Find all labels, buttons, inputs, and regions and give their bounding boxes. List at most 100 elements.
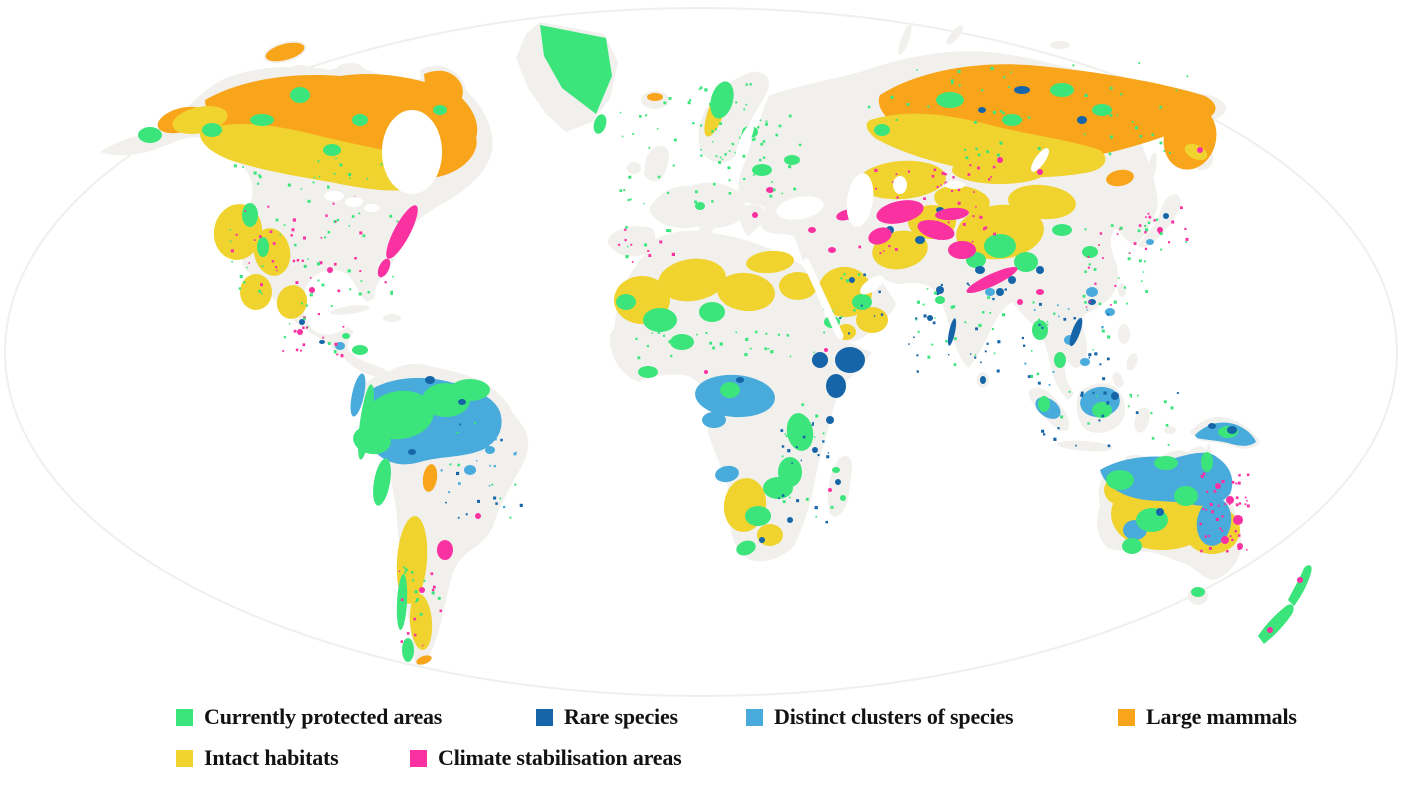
map-speckle [1067,308,1070,310]
rare-species-regions-shape [996,288,1004,296]
map-speckle [445,501,447,504]
map-speckle [1084,228,1087,231]
distinct-clusters-regions-shape [1196,498,1232,546]
map-speckle [1238,474,1241,477]
rare-species-regions-shape [759,537,765,543]
rare-species-regions-shape [1036,266,1044,274]
map-speckle [734,151,736,154]
map-speckle [1053,437,1057,441]
map-speckle [958,84,961,87]
map-speckle [974,354,977,356]
map-speckle [721,158,724,161]
map-speckle [1145,290,1149,293]
map-speckle [1234,530,1237,533]
intact-habitats-regions-shape [658,258,726,302]
protected-areas-regions-shape [433,105,447,115]
map-speckle [843,273,846,276]
protected-areas-regions-shape [616,294,636,310]
map-speckle [1046,320,1049,323]
map-speckle [1098,302,1102,305]
map-speckle [618,243,621,246]
map-speckle [1137,394,1139,397]
map-speckle [993,232,996,236]
map-speckle [1211,510,1214,514]
land-layer-shape [1164,426,1176,434]
map-speckle [772,188,776,192]
map-speckle [413,617,417,621]
protected-areas-regions-shape [670,334,694,350]
map-speckle [627,245,629,248]
map-speckle [1244,503,1247,506]
map-speckle [793,187,796,191]
map-speckle [1113,300,1117,304]
map-speckle [684,342,687,345]
protected-areas-regions-shape [1174,486,1198,506]
map-speckle [624,228,627,231]
map-speckle [801,403,804,406]
map-speckle [825,520,828,524]
map-speckle [233,164,237,168]
map-speckle [495,502,498,505]
map-speckle [348,225,351,227]
map-speckle [312,181,315,184]
climate-stabilisation-regions-shape [766,187,774,193]
map-speckle [475,460,478,462]
climate-stabilisation-regions-shape [1267,627,1273,633]
map-speckle [964,321,967,324]
water-holes-shape [364,204,380,212]
map-speckle [798,143,802,147]
climate-stabilisation-regions-shape [917,220,955,240]
map-speckle [1098,419,1101,422]
map-speckle [324,236,327,239]
climate-stabilisation-regions-shape [386,205,418,259]
map-speckle [259,175,262,179]
map-speckle [1235,503,1239,507]
map-speckle [253,171,257,175]
map-speckle [689,99,692,102]
climate-stabilisation-regions-shape [704,370,708,374]
land-layer-shape [1112,372,1124,388]
map-speckle [403,566,406,569]
map-speckle [397,228,400,231]
map-speckle [303,236,306,240]
map-speckle [239,275,243,279]
map-speckle [1224,503,1227,506]
map-speckle [800,459,802,462]
map-speckle [785,434,788,437]
map-speckle [261,265,264,268]
map-speckle [259,235,262,238]
map-speckle [962,223,966,226]
protected-areas-regions-shape [1122,538,1142,554]
rare-species-regions-shape [826,416,834,424]
map-speckle [1002,111,1005,115]
map-speckle [1199,522,1202,526]
map-speckle [276,269,278,272]
map-speckle [791,462,793,464]
map-speckle [431,591,435,595]
land-layer-shape [698,71,770,163]
rare-species-regions-shape [915,236,925,244]
map-speckle [883,207,886,211]
distinct-clusters-regions-shape [702,412,726,428]
map-speckle [681,345,684,348]
protected-areas-regions-shape [138,127,162,143]
map-speckle [1104,112,1108,115]
map-speckle [644,243,648,247]
map-speckle [1238,502,1242,505]
map-speckle [1158,232,1161,235]
map-speckle [975,206,977,208]
map-speckle [1083,133,1086,136]
map-speckle [448,491,450,494]
map-speckle [915,206,919,209]
map-speckle [880,313,884,316]
map-speckle [951,82,954,85]
map-speckle [275,266,278,269]
map-speckle [440,469,443,472]
rare-species-regions [299,86,1237,543]
map-speckle [477,499,480,503]
map-speckle [897,212,900,215]
map-speckle [732,143,735,146]
map-speckle [1036,372,1040,376]
map-speckle [988,178,991,181]
rare-species-regions-shape [936,286,944,294]
